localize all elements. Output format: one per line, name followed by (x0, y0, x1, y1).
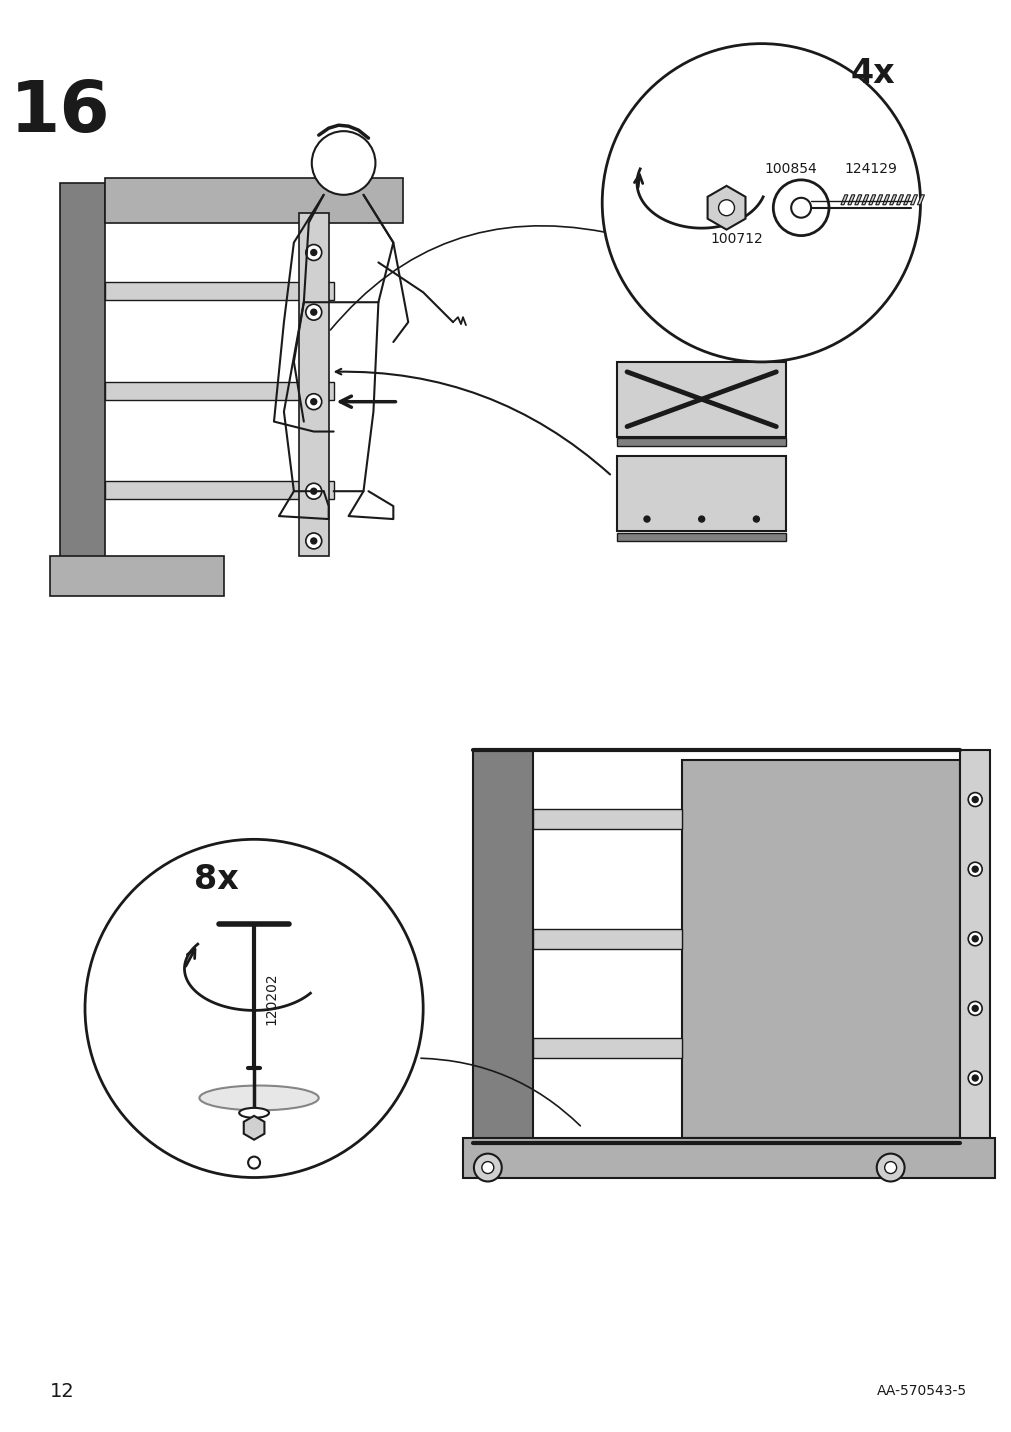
Circle shape (305, 304, 321, 321)
Circle shape (968, 932, 982, 945)
Polygon shape (882, 195, 889, 205)
Circle shape (310, 309, 316, 315)
Circle shape (248, 1157, 260, 1169)
Polygon shape (105, 178, 403, 222)
Circle shape (305, 533, 321, 548)
Text: 100854: 100854 (764, 162, 817, 176)
Circle shape (972, 937, 978, 942)
Circle shape (305, 245, 321, 261)
Circle shape (85, 839, 423, 1177)
Text: 124129: 124129 (843, 162, 897, 176)
Text: 8x: 8x (194, 862, 239, 895)
Polygon shape (105, 382, 334, 400)
Polygon shape (681, 760, 959, 1137)
Text: 16: 16 (10, 79, 110, 147)
Circle shape (473, 1154, 501, 1181)
Circle shape (772, 180, 828, 236)
Circle shape (602, 43, 920, 362)
Circle shape (968, 862, 982, 876)
Circle shape (791, 198, 810, 218)
Circle shape (884, 1161, 896, 1174)
Polygon shape (462, 1137, 994, 1177)
Polygon shape (917, 195, 924, 205)
Polygon shape (244, 1116, 264, 1140)
Polygon shape (896, 195, 903, 205)
Polygon shape (854, 195, 861, 205)
Circle shape (972, 866, 978, 872)
Text: 12: 12 (51, 1382, 75, 1400)
Polygon shape (861, 195, 867, 205)
Polygon shape (617, 533, 786, 541)
Polygon shape (51, 556, 224, 596)
Ellipse shape (239, 1108, 269, 1118)
Polygon shape (840, 195, 847, 205)
Circle shape (310, 538, 316, 544)
Circle shape (698, 516, 704, 523)
Circle shape (481, 1161, 493, 1174)
Text: 4x: 4x (850, 57, 895, 90)
Polygon shape (472, 750, 532, 1143)
Polygon shape (617, 362, 786, 437)
Circle shape (718, 200, 734, 216)
Circle shape (968, 1001, 982, 1015)
Polygon shape (532, 809, 681, 829)
Polygon shape (889, 195, 896, 205)
Circle shape (305, 394, 321, 410)
Circle shape (968, 1071, 982, 1085)
Polygon shape (532, 1038, 681, 1058)
Ellipse shape (199, 1085, 318, 1110)
Circle shape (968, 792, 982, 806)
Polygon shape (707, 186, 745, 229)
Polygon shape (105, 481, 334, 500)
Polygon shape (298, 213, 329, 556)
Polygon shape (617, 438, 786, 447)
Polygon shape (532, 929, 681, 949)
Circle shape (310, 249, 316, 255)
Circle shape (643, 516, 649, 523)
Circle shape (310, 488, 316, 494)
Polygon shape (105, 282, 334, 301)
Polygon shape (867, 195, 875, 205)
Text: AA-570543-5: AA-570543-5 (877, 1385, 967, 1399)
Circle shape (752, 516, 758, 523)
Polygon shape (875, 195, 882, 205)
Polygon shape (959, 750, 989, 1143)
Polygon shape (617, 457, 786, 531)
Polygon shape (910, 195, 917, 205)
Circle shape (311, 132, 375, 195)
Circle shape (310, 398, 316, 405)
Polygon shape (847, 195, 854, 205)
Circle shape (972, 796, 978, 802)
Circle shape (305, 483, 321, 500)
Circle shape (972, 1005, 978, 1011)
Polygon shape (60, 183, 105, 561)
Circle shape (876, 1154, 904, 1181)
Text: 120202: 120202 (264, 972, 278, 1025)
Polygon shape (903, 195, 910, 205)
Circle shape (972, 1075, 978, 1081)
Text: 100712: 100712 (710, 232, 762, 245)
